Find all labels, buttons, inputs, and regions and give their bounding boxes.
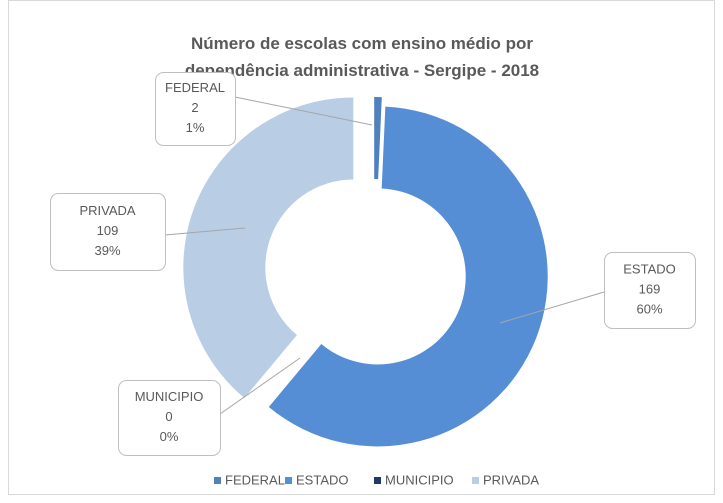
label-category: ESTADO xyxy=(623,261,676,276)
leader-line xyxy=(234,96,373,126)
chart-title: Número de escolas com ensino médio por de… xyxy=(185,34,539,80)
label-percent: 1% xyxy=(186,120,205,135)
label-category: PRIVADA xyxy=(79,203,135,218)
label-percent: 39% xyxy=(94,243,120,258)
label-box xyxy=(155,72,236,146)
label-value: 2 xyxy=(191,100,198,115)
legend-label: MUNICIPIO xyxy=(385,472,454,487)
legend-label: FEDERAL xyxy=(225,472,285,487)
label-value: 109 xyxy=(97,223,119,238)
legend-label: ESTADO xyxy=(296,472,349,487)
data-label: PRIVADA 109 39% xyxy=(50,193,166,271)
label-box xyxy=(118,380,221,456)
legend-swatch xyxy=(374,477,381,484)
label-percent: 60% xyxy=(636,301,662,316)
leader-line xyxy=(499,291,605,324)
data-label: ESTADO 169 60% xyxy=(604,252,696,329)
label-value: 169 xyxy=(639,281,661,296)
legend-label: PRIVADA xyxy=(483,472,539,487)
label-box xyxy=(50,193,166,271)
data-label: FEDERAL 2 1% xyxy=(155,72,236,146)
doughnut-segment xyxy=(183,97,354,399)
legend-swatch xyxy=(472,477,479,484)
leader-line xyxy=(164,227,246,236)
doughnut-segment xyxy=(374,97,382,180)
label-percent: 0% xyxy=(160,429,179,444)
legend-swatch xyxy=(285,477,292,484)
label-category: MUNICIPIO xyxy=(135,389,204,404)
leader-line xyxy=(219,357,301,415)
label-box xyxy=(604,252,696,329)
doughnut-segment xyxy=(268,106,548,447)
label-category: FEDERAL xyxy=(165,80,225,95)
data-label: MUNICIPIO 0 0% xyxy=(118,380,221,456)
label-value: 0 xyxy=(165,409,172,424)
legend-swatch xyxy=(214,477,221,484)
